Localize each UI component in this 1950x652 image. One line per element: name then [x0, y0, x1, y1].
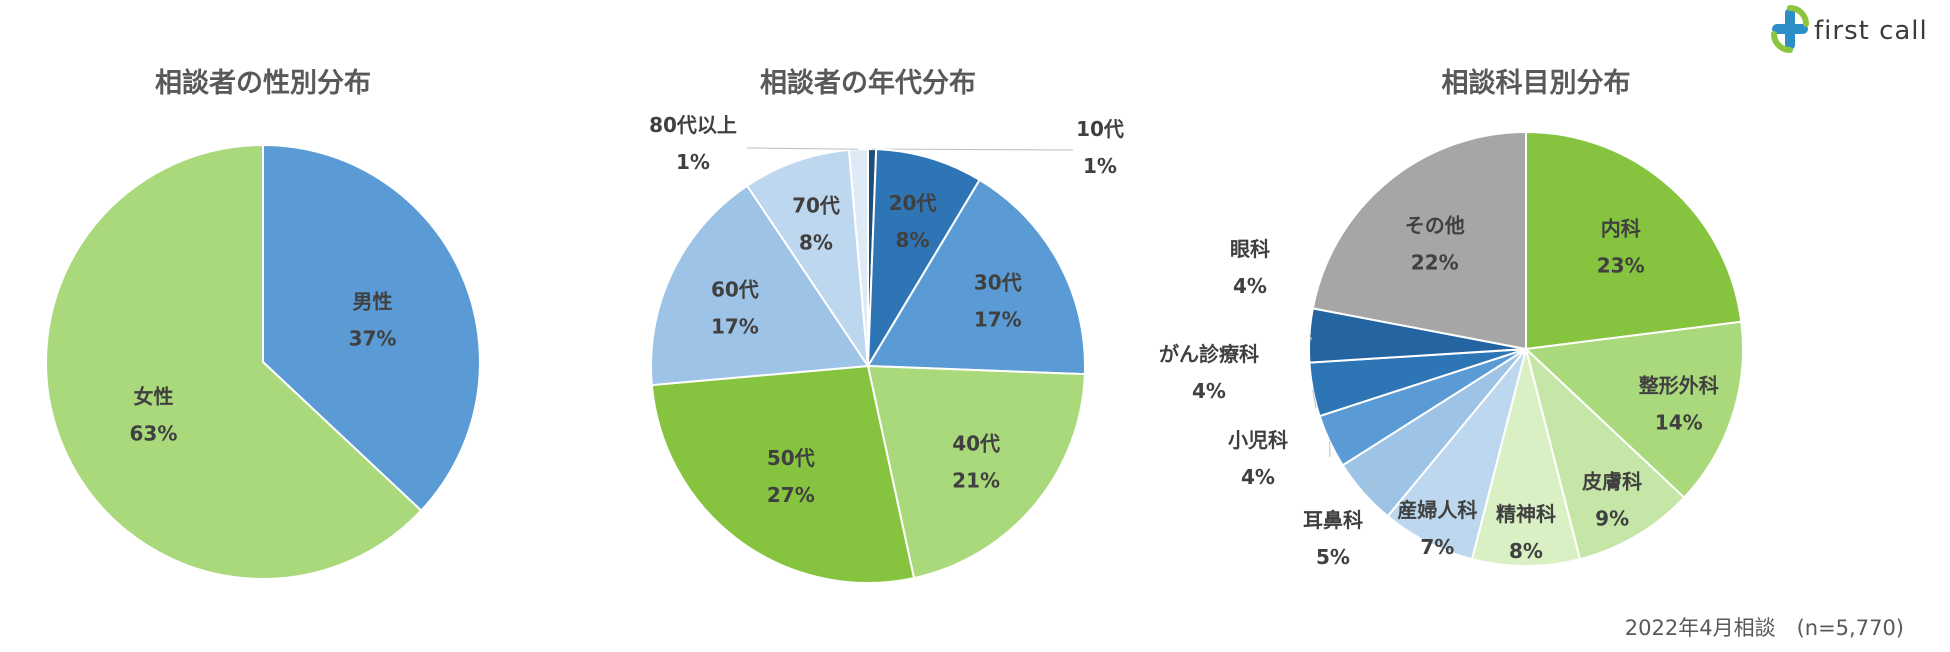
pie-slice [1524, 345, 1686, 561]
slice-percent: 22% [1411, 251, 1459, 275]
pie-slice [1523, 320, 1744, 499]
slice-label: 耳鼻科 [1303, 508, 1363, 532]
brand-logo: first call [1770, 4, 1930, 54]
slice-percent: 27% [767, 483, 815, 507]
slice-label: がん診療科 [1159, 342, 1259, 366]
slice-label: 70代 [792, 194, 840, 218]
pie-slice [1470, 348, 1582, 567]
slice-percent: 1% [1083, 154, 1117, 178]
slice-label: 男性 [353, 290, 393, 314]
slice-label: 30代 [974, 271, 1022, 295]
slice-percent: 14% [1655, 411, 1703, 435]
slice-label: 精神科 [1496, 502, 1556, 526]
slice-percent: 7% [1420, 535, 1454, 559]
pie-slice [1311, 130, 1527, 351]
chart-title: 相談者の性別分布 [155, 67, 371, 99]
brand-name: first call [1814, 16, 1928, 46]
leader-line [1362, 477, 1381, 493]
plus-cross-logo-icon [1771, 5, 1809, 53]
leader-line [872, 148, 1074, 151]
chart-title: 相談者の年代分布 [760, 67, 976, 99]
slice-label: 産婦人科 [1397, 498, 1477, 522]
slice-percent: 37% [349, 327, 397, 351]
slice-percent: 23% [1597, 254, 1645, 278]
slice-label: 60代 [711, 277, 759, 301]
slice-label: 小児科 [1228, 428, 1288, 452]
slice-label: 女性 [133, 384, 173, 408]
age-pie-chart: 相談者の年代分布 10代 1% 20代 8% 30代 17% 40代 21% 50代 27% 60代 1… [649, 67, 1124, 584]
slice-percent: 17% [974, 308, 1022, 332]
pie-slice [262, 143, 481, 512]
slice-label: 40代 [952, 432, 1000, 456]
leader-line [1312, 389, 1317, 409]
slice-label: 80代以上 [649, 113, 737, 137]
slice-percent: 8% [896, 228, 930, 252]
slice-label: 整形外科 [1638, 374, 1719, 398]
slice-percent: 9% [1595, 507, 1629, 531]
slice-label: 皮膚科 [1582, 470, 1642, 494]
pie-slice [745, 148, 869, 367]
slice-percent: 4% [1233, 274, 1267, 298]
pie-slice [45, 143, 423, 580]
slice-percent: 5% [1316, 545, 1350, 569]
leader-line [1308, 335, 1313, 341]
slice-label: 10代 [1076, 117, 1124, 141]
pie-slice [650, 364, 916, 584]
pie-slice [866, 364, 1086, 580]
slice-label: 眼科 [1230, 237, 1270, 261]
slice-percent: 1% [676, 150, 710, 174]
slice-label: その他 [1405, 214, 1465, 238]
pie-slice [866, 178, 1086, 376]
slice-percent: 4% [1241, 465, 1275, 489]
pie-slice [1525, 130, 1743, 351]
slice-percent: 4% [1192, 379, 1226, 403]
chart-title: 相談科目別分布 [1442, 67, 1631, 99]
slice-percent: 17% [711, 314, 759, 338]
slice-label: 内科 [1601, 217, 1641, 241]
slice-label: 20代 [889, 191, 937, 215]
pie-slice [650, 184, 870, 387]
slice-label: 50代 [767, 446, 815, 470]
slice-percent: 8% [1509, 539, 1543, 563]
leader-line [746, 147, 859, 150]
footnote-sample-size: 2022年4月相談 (n=5,770) [1624, 616, 1904, 640]
pie-slice [867, 148, 982, 367]
slice-percent: 63% [130, 421, 178, 445]
slice-percent: 21% [952, 469, 1000, 493]
slice-percent: 8% [799, 231, 833, 255]
